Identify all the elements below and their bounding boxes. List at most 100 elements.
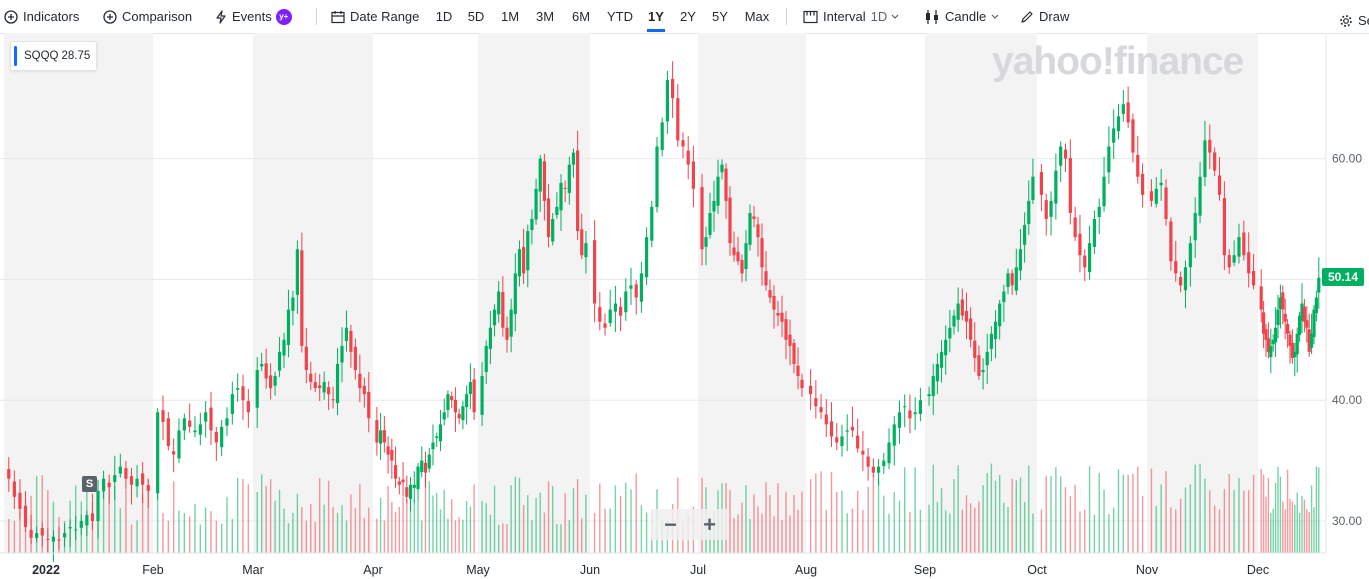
volume-bar — [841, 490, 843, 553]
date-range-button[interactable]: Date Range — [331, 0, 419, 33]
interval-dropdown[interactable]: Interval 1D — [803, 0, 904, 33]
volume-bar — [789, 515, 791, 553]
range-max[interactable]: Max — [744, 9, 770, 24]
candle-body — [764, 271, 768, 286]
volume-bar — [220, 523, 223, 553]
volume-bar — [402, 496, 404, 553]
candle-body — [304, 346, 308, 370]
volume-bar — [1298, 513, 1301, 553]
candle-body — [405, 487, 409, 497]
date-range-label: Date Range — [350, 9, 420, 24]
volume-bar — [489, 514, 492, 553]
volume-bar — [1274, 482, 1277, 553]
comparison-button[interactable]: Comparison — [103, 0, 192, 33]
candle-body — [1121, 104, 1125, 115]
x-tick-label: 2022 — [32, 563, 60, 577]
volume-bar — [1084, 509, 1086, 553]
range-5y[interactable]: 5Y — [712, 9, 728, 24]
candle-body — [530, 219, 534, 231]
volume-bar — [773, 516, 775, 553]
range-2y[interactable]: 2Y — [680, 9, 696, 24]
volume-bar — [825, 509, 827, 553]
volume-bar — [102, 486, 105, 553]
legend-symbol: SQQQ — [24, 50, 59, 62]
x-tick-label: Nov — [1136, 563, 1159, 577]
volume-bar — [745, 485, 747, 553]
range-5d[interactable]: 5D — [467, 9, 485, 24]
events-button[interactable]: Events y+ — [215, 0, 292, 33]
indicators-label: Indicators — [23, 9, 80, 24]
candle-body — [908, 410, 912, 419]
candle-body — [563, 187, 567, 189]
candle-body — [367, 391, 371, 419]
candle-body — [567, 164, 571, 193]
candle-body — [101, 478, 106, 492]
volume-bar — [604, 508, 606, 553]
volume-bar — [1011, 478, 1013, 553]
candle-body — [814, 398, 818, 407]
candle-body — [969, 318, 973, 340]
candle-body — [468, 382, 472, 394]
volume-bar — [1055, 467, 1057, 553]
candle-body — [12, 481, 16, 497]
volume-bar — [1141, 495, 1144, 553]
candle-body — [1169, 221, 1173, 262]
candle-body — [358, 373, 362, 389]
volume-bar — [1238, 478, 1240, 553]
add-circle-icon — [4, 9, 18, 24]
volume-bar — [556, 524, 558, 553]
candle-body — [748, 212, 752, 245]
month-bands — [4, 33, 1258, 553]
volume-bar — [296, 493, 299, 553]
zoom-out-button[interactable]: − — [664, 511, 677, 537]
range-6m[interactable]: 6M — [571, 9, 591, 24]
volume-bar — [581, 518, 583, 553]
candle-body — [559, 182, 563, 211]
volume-bar — [904, 467, 906, 553]
volume-bar — [551, 486, 554, 553]
volume-bar — [990, 463, 993, 553]
symbol-legend[interactable]: SQQQ 28.75 — [10, 41, 98, 71]
indicators-button[interactable]: Indicators — [4, 0, 79, 33]
chart-type-dropdown[interactable]: Candle — [924, 0, 1004, 33]
candle-body — [882, 460, 886, 467]
zoom-in-button[interactable]: + — [703, 511, 716, 537]
candle-body — [1027, 200, 1031, 225]
y-tick-label: 60.00 — [1332, 152, 1362, 166]
split-marker[interactable]: S — [82, 476, 97, 492]
volume-bar — [883, 495, 885, 553]
volume-bar — [432, 495, 434, 553]
range-ytd[interactable]: YTD — [607, 9, 633, 24]
interval-icon — [803, 10, 818, 23]
volume-bar — [815, 473, 817, 553]
candle-body — [522, 247, 526, 274]
candle-body — [768, 290, 772, 298]
candle-body — [704, 237, 708, 247]
candle-body — [732, 247, 736, 256]
candle-body — [286, 309, 291, 346]
candle-body — [1247, 252, 1251, 274]
range-1m[interactable]: 1M — [500, 9, 520, 24]
candle-body — [442, 412, 446, 420]
volume-bar — [593, 513, 596, 553]
volume-bar — [458, 517, 460, 553]
settings-button[interactable]: Se — [1339, 4, 1369, 37]
volume-bar — [797, 509, 799, 553]
range-3m[interactable]: 3M — [535, 9, 555, 24]
candle-body — [1269, 345, 1273, 358]
candle-body — [788, 334, 792, 346]
candle-body — [40, 527, 44, 536]
candle-body — [956, 303, 960, 320]
add-circle-icon — [103, 9, 117, 24]
candle-body — [1006, 273, 1010, 288]
volume-bar — [1294, 504, 1296, 553]
range-1y[interactable]: 1Y — [645, 0, 667, 33]
volume-bar — [502, 523, 504, 553]
candle-body — [809, 385, 813, 395]
draw-button[interactable]: Draw — [1020, 0, 1069, 33]
candle-body — [431, 442, 435, 450]
volume-bar — [1282, 501, 1284, 553]
range-1d[interactable]: 1D — [435, 9, 453, 24]
